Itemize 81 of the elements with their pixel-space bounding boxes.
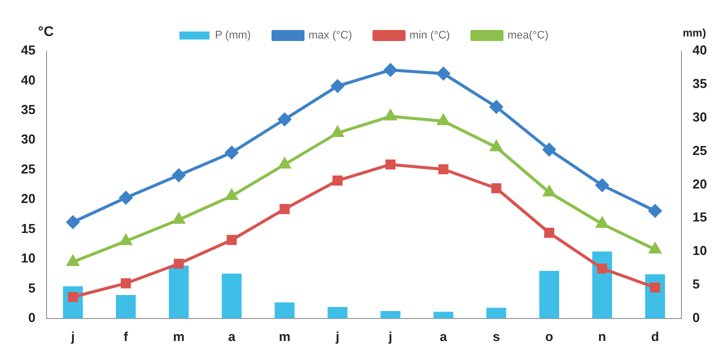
point [174, 258, 184, 269]
y2-tick-label: 40 [692, 42, 708, 58]
point [332, 126, 344, 138]
point [278, 158, 290, 168]
y2-tick-label: 5 [692, 276, 700, 292]
bar [380, 311, 400, 318]
point [67, 255, 79, 266]
y2-tick-label: 0 [692, 310, 700, 325]
point [596, 178, 609, 192]
point [172, 213, 185, 224]
y2-tick-label: 35 [692, 76, 708, 92]
y-tick-label: 20 [20, 191, 36, 206]
x-tick-label: j [388, 328, 392, 344]
x-tick-label: s [492, 328, 500, 344]
x-tick-label: o [545, 328, 554, 344]
bar [486, 308, 506, 318]
point [648, 204, 662, 218]
point [597, 263, 608, 274]
x-tick-label: n [598, 328, 606, 344]
y2-tick-label: 15 [692, 210, 708, 225]
point [490, 100, 503, 114]
bar [168, 266, 189, 318]
point [331, 80, 344, 93]
point [491, 183, 502, 194]
point [172, 168, 186, 182]
point [226, 234, 237, 245]
y2-tick-label: 25 [692, 142, 708, 158]
x-tick-label: m [278, 328, 290, 344]
bar [539, 270, 560, 318]
y-tick-label: 40 [20, 72, 36, 88]
legend-label: min (°C) [410, 30, 450, 42]
point [436, 67, 450, 80]
point [120, 234, 132, 246]
point [225, 146, 238, 160]
point [650, 282, 660, 293]
x-tick-label: j [70, 328, 75, 344]
point [384, 64, 397, 77]
legend-label: mea(°C) [507, 30, 549, 42]
y2-tick-label: 20 [692, 176, 708, 192]
point [120, 278, 131, 288]
bar [222, 274, 242, 318]
y-tick-label: 10 [20, 250, 36, 266]
point [438, 164, 448, 174]
x-tick-label: j [334, 328, 340, 344]
y2-axis-title: mm) [682, 28, 706, 40]
y-tick-label: 45 [20, 42, 36, 58]
y-tick-label: 0 [28, 310, 36, 325]
y2-tick-label: 10 [692, 243, 708, 258]
x-tick-label: d [651, 328, 660, 344]
bar [328, 307, 348, 318]
point [544, 228, 554, 238]
point [66, 216, 80, 229]
y-tick-label: 15 [20, 220, 36, 236]
point [649, 242, 661, 254]
point [385, 159, 396, 170]
x-tick-label: m [172, 328, 185, 344]
point [278, 112, 292, 126]
x-tick-label: a [440, 328, 448, 344]
bar [116, 295, 136, 318]
point [543, 186, 556, 196]
y2-tick-label: 30 [692, 109, 708, 124]
y-tick-label: 35 [20, 102, 36, 117]
point [384, 110, 396, 120]
point [332, 176, 343, 186]
legend-label: max (°C) [308, 30, 352, 42]
y-tick-label: 30 [20, 132, 36, 147]
x-tick-label: a [228, 328, 236, 344]
y-tick-label: 25 [20, 161, 36, 176]
bar [274, 302, 295, 318]
point [490, 140, 502, 152]
point [226, 189, 238, 200]
y-tick-label: 5 [28, 280, 36, 296]
bar [433, 312, 454, 318]
point [280, 204, 290, 214]
y-axis-title: °C [38, 22, 54, 39]
point [438, 114, 450, 126]
legend-label: P (mm) [214, 30, 251, 42]
point [119, 191, 132, 204]
point [596, 217, 608, 228]
point [542, 143, 556, 156]
x-tick-label: f [124, 328, 129, 344]
